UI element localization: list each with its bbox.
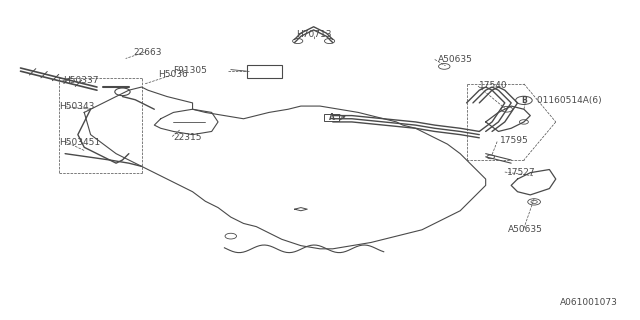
Text: H70713: H70713 — [296, 30, 332, 39]
Text: H5036: H5036 — [159, 70, 188, 79]
Text: F91305: F91305 — [173, 66, 207, 75]
Text: A50635: A50635 — [508, 225, 543, 234]
Text: 22663: 22663 — [134, 48, 162, 57]
Text: 01160514A(6): 01160514A(6) — [534, 96, 602, 105]
Text: A50635: A50635 — [438, 55, 473, 64]
FancyBboxPatch shape — [246, 65, 282, 77]
Text: B: B — [521, 96, 527, 105]
Text: H503451: H503451 — [59, 138, 100, 147]
Text: H50343: H50343 — [59, 102, 94, 111]
Text: 22315: 22315 — [173, 133, 202, 142]
Text: A061001073: A061001073 — [560, 298, 618, 307]
Text: 17595: 17595 — [500, 136, 529, 146]
Text: A: A — [328, 113, 335, 122]
Text: 17527: 17527 — [507, 168, 535, 177]
Text: H50337: H50337 — [63, 76, 99, 84]
Text: 17540: 17540 — [479, 81, 508, 90]
FancyBboxPatch shape — [324, 114, 339, 121]
